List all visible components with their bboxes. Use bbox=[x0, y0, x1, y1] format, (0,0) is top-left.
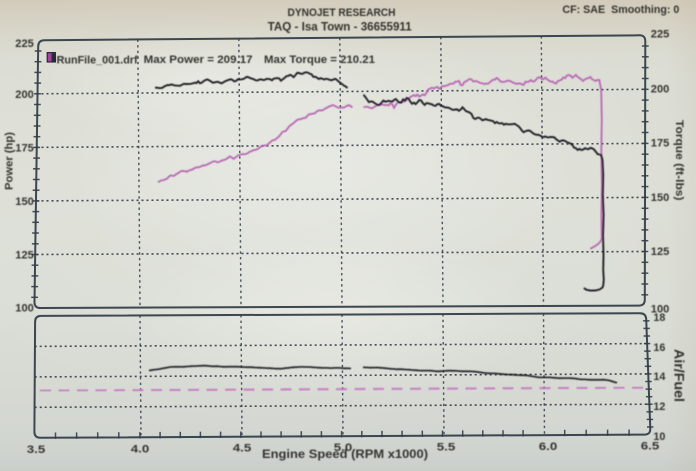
svg-text:16: 16 bbox=[653, 342, 665, 354]
svg-text:DYNOJET RESEARCH: DYNOJET RESEARCH bbox=[288, 7, 396, 19]
svg-text:Engine Speed (RPM x1000): Engine Speed (RPM x1000) bbox=[262, 449, 428, 461]
svg-text:10: 10 bbox=[653, 431, 665, 443]
svg-text:6.0: 6.0 bbox=[539, 441, 558, 453]
svg-text:14: 14 bbox=[653, 371, 666, 383]
svg-text:Max Power = 209.17: Max Power = 209.17 bbox=[144, 54, 253, 66]
svg-text:12: 12 bbox=[653, 401, 665, 413]
svg-text:RunFile_001.drf: RunFile_001.drf bbox=[57, 54, 138, 66]
svg-text:150: 150 bbox=[15, 196, 34, 208]
svg-text:CF: SAE Smoothing: 0: CF: SAE Smoothing: 0 bbox=[562, 4, 679, 16]
svg-text:4.0: 4.0 bbox=[131, 443, 150, 455]
svg-text:Power (hp): Power (hp) bbox=[4, 132, 16, 190]
svg-text:Air/Fuel: Air/Fuel bbox=[672, 349, 687, 402]
svg-text:125: 125 bbox=[651, 246, 670, 258]
svg-text:225: 225 bbox=[651, 29, 670, 41]
svg-text:100: 100 bbox=[651, 303, 670, 315]
svg-text:100: 100 bbox=[15, 302, 34, 314]
svg-text:175: 175 bbox=[651, 138, 670, 150]
svg-text:18: 18 bbox=[653, 312, 665, 324]
svg-text:Max Torque = 210.21: Max Torque = 210.21 bbox=[264, 54, 375, 66]
svg-text:3.5: 3.5 bbox=[27, 444, 46, 456]
svg-text:Torque (ft-lbs): Torque (ft-lbs) bbox=[673, 120, 685, 201]
svg-text:225: 225 bbox=[15, 38, 34, 50]
svg-text:5.0: 5.0 bbox=[334, 442, 353, 454]
svg-text:175: 175 bbox=[15, 142, 34, 154]
svg-text:125: 125 bbox=[15, 249, 34, 261]
svg-text:4.5: 4.5 bbox=[233, 443, 252, 455]
svg-text:5.5: 5.5 bbox=[437, 442, 456, 454]
svg-text:150: 150 bbox=[651, 192, 670, 204]
svg-text:TAQ - Isa Town - 36655911: TAQ - Isa Town - 36655911 bbox=[268, 21, 413, 33]
svg-text:200: 200 bbox=[651, 83, 670, 95]
svg-text:200: 200 bbox=[15, 89, 34, 101]
svg-text:6.5: 6.5 bbox=[641, 441, 660, 453]
